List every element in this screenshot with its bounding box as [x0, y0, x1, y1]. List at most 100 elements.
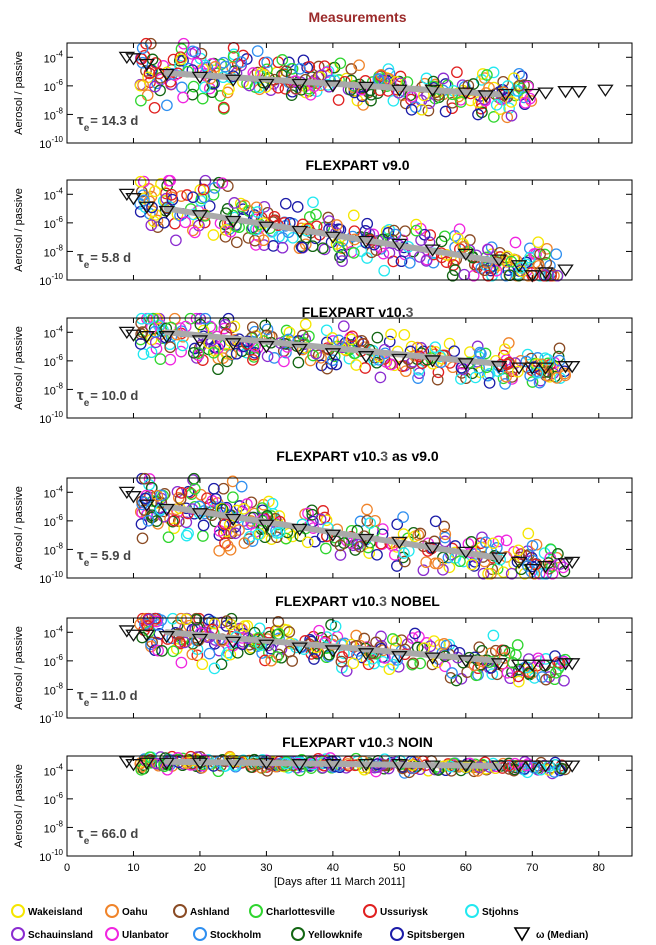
station-point [134, 338, 147, 350]
median-marker [391, 651, 408, 664]
station-point [168, 514, 181, 527]
station-point [205, 322, 218, 334]
station-point [532, 652, 545, 665]
station-point [351, 538, 364, 551]
station-point [524, 251, 536, 264]
station-point [225, 348, 237, 361]
station-point [326, 354, 339, 367]
station-point [271, 625, 283, 637]
station-point [424, 229, 437, 241]
panel-title-part: as v9.0 [388, 448, 439, 464]
station-point [219, 537, 231, 549]
station-point [480, 536, 492, 549]
station-point [203, 647, 216, 660]
station-point [534, 248, 546, 261]
panel-title-part: FLEXPART v10. [302, 304, 406, 320]
station-point [507, 657, 519, 669]
median-marker [291, 759, 308, 772]
station-point [267, 240, 280, 252]
station-point [318, 243, 331, 256]
legend: Wakeisland Oahu Ashland Charlottesville Ussu… [11, 904, 588, 942]
station-point [220, 525, 233, 538]
station-point [485, 567, 497, 580]
median-marker [537, 659, 554, 672]
station-point [398, 328, 411, 341]
legend-label: Schauinsland [28, 930, 93, 941]
legend-label: Stjohns [482, 907, 519, 918]
station-point [184, 312, 197, 325]
station-point [422, 104, 435, 117]
station-point [155, 489, 167, 502]
station-point [497, 566, 510, 579]
station-point [522, 80, 534, 93]
station-point [178, 636, 191, 649]
station-point [146, 636, 158, 649]
median-markers [118, 326, 581, 375]
station-point [177, 37, 190, 50]
median-marker [125, 491, 142, 504]
station-point [329, 620, 342, 633]
station-point [426, 658, 439, 671]
plot-frame [66, 317, 633, 419]
station-point [226, 61, 239, 74]
station-point [143, 613, 155, 626]
median-marker [524, 760, 541, 773]
station-point [175, 345, 187, 358]
station-point [286, 62, 299, 75]
station-point [451, 66, 463, 79]
station-point [330, 238, 343, 250]
station-point [399, 225, 411, 238]
station-point [212, 363, 224, 376]
median-marker [424, 542, 441, 555]
station-point [307, 349, 319, 362]
station-point [420, 556, 433, 569]
median-marker [457, 358, 475, 371]
median-marker [477, 90, 494, 103]
station-point [409, 627, 421, 640]
station-point [543, 671, 556, 683]
median-marker [224, 74, 242, 87]
station-point [209, 61, 221, 73]
station-point [407, 657, 420, 670]
station-point [501, 666, 514, 679]
plot-frame [66, 179, 633, 281]
station-point [309, 535, 321, 548]
legend-marker [173, 904, 187, 918]
panel-3: FLEXPART v10.3 as v9.0 10-4 10-6 10-8 10-10 A… [13, 448, 633, 586]
station-point [361, 217, 374, 230]
station-point [141, 89, 154, 102]
station-point [511, 365, 524, 378]
station-point [180, 613, 193, 626]
station-point [532, 236, 545, 249]
station-point [291, 201, 304, 213]
station-point [235, 56, 248, 68]
station-point [399, 365, 412, 378]
legend-marker [193, 927, 207, 941]
station-point [246, 535, 259, 547]
station-point [261, 56, 274, 69]
station-point [165, 188, 178, 201]
station-point [469, 371, 482, 384]
station-point [505, 96, 518, 108]
station-point [151, 312, 164, 325]
panel-title: FLEXPART v10.3 NOIN [282, 734, 433, 750]
station-point [150, 515, 163, 527]
station-point [509, 757, 521, 770]
station-point [467, 269, 480, 282]
station-point [377, 247, 390, 260]
station-point [217, 519, 230, 532]
station-point [219, 224, 232, 236]
station-point [483, 377, 496, 389]
station-point [397, 511, 409, 523]
station-point [345, 333, 358, 346]
station-point [164, 174, 176, 187]
station-point [279, 197, 292, 210]
station-point [224, 618, 237, 631]
station-point [336, 651, 349, 663]
median-marker [224, 757, 242, 770]
median-marker [497, 88, 514, 102]
station-point [219, 318, 231, 331]
station-point [173, 636, 186, 648]
station-point [361, 514, 374, 527]
station-point [167, 645, 180, 658]
